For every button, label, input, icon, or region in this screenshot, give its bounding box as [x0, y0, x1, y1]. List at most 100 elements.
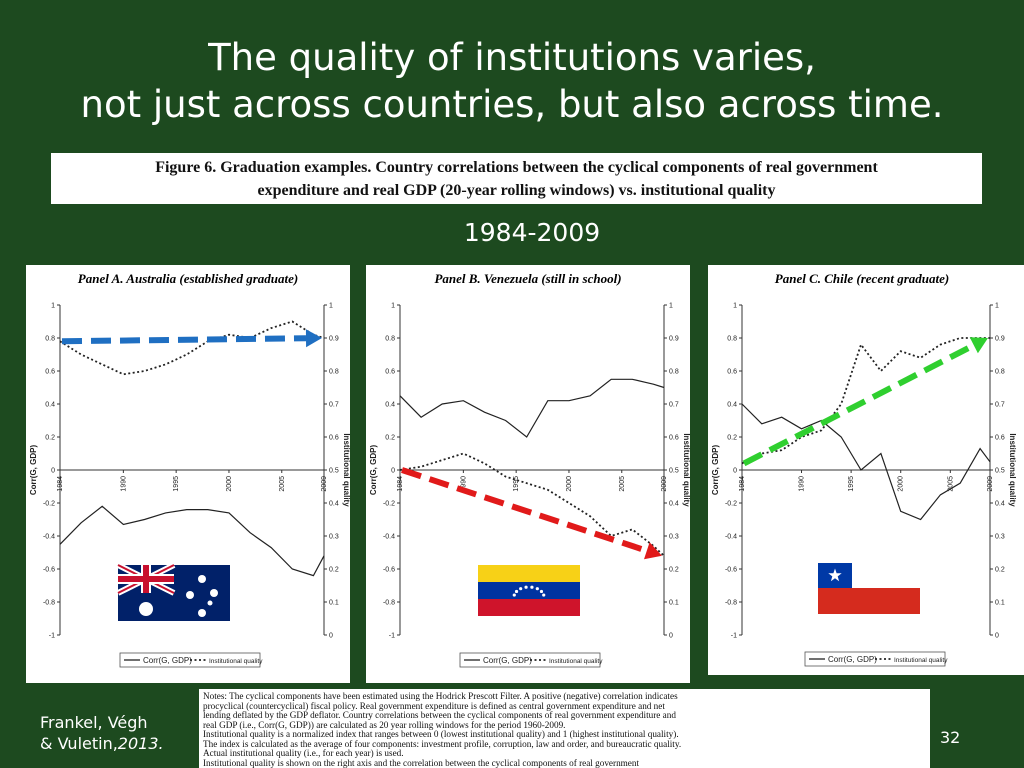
notes-box: Notes: The cyclical components have been… [199, 689, 930, 768]
legend-label-corr: Corr(G, GDP) [483, 656, 532, 665]
flag-star [198, 609, 206, 617]
right-tick-label: 0.5 [329, 468, 339, 475]
note-line: Actual institutional quality (i.e., for … [203, 748, 404, 758]
right-tick-label: 1 [669, 303, 673, 310]
left-tick-label: 0.8 [385, 336, 395, 343]
left-tick-label: 0.4 [385, 402, 395, 409]
x-tick-label: 2000 [566, 476, 573, 492]
x-tick-label: 2000 [898, 476, 905, 492]
x-tick-label: 1984 [57, 476, 64, 492]
left-tick-label: -0.2 [725, 501, 737, 508]
left-tick-label: -0.8 [383, 600, 395, 607]
right-tick-label: 0.7 [995, 402, 1005, 409]
x-tick-label: 2005 [619, 476, 626, 492]
flag-chile-red [818, 588, 920, 614]
left-tick-label: 0.2 [45, 435, 55, 442]
right-tick-label: 0.4 [995, 501, 1005, 508]
right-tick-label: 0.7 [669, 402, 679, 409]
chart-australia: Panel A. Australia (established graduate… [29, 271, 350, 668]
legend-label-institutional: Institutional quality [894, 657, 948, 664]
flag-star [535, 587, 539, 591]
flag-star [828, 568, 842, 582]
title-line-2: not just across countries, but also acro… [80, 83, 944, 126]
note-line: procyclical (countercyclical) fiscal pol… [203, 700, 665, 711]
left-tick-label: 0 [51, 468, 55, 475]
trend-arrow-green [742, 342, 976, 467]
x-tick-label: 2009 [321, 476, 328, 492]
note-line: Institutional quality is shown on the ri… [203, 757, 640, 768]
right-axis-title: Institutional quality [1008, 433, 1016, 507]
right-axis-title: Institutional quality [682, 433, 690, 507]
left-tick-label: -0.8 [725, 600, 737, 607]
left-tick-label: 0.8 [727, 336, 737, 343]
right-axis-title: Institutional quality [342, 433, 350, 507]
flag-cross-red [118, 576, 174, 582]
left-tick-label: 0.2 [727, 435, 737, 442]
figure-caption-line-1: Figure 6. Graduation examples. Country c… [155, 159, 878, 176]
panel-title: Panel B. Venezuela (still in school) [434, 271, 621, 286]
left-tick-label: 0.2 [385, 435, 395, 442]
right-tick-label: 0.8 [669, 369, 679, 376]
left-tick-label: -1 [389, 633, 395, 640]
flag-stripe-blue [478, 582, 580, 599]
x-tick-label: 2005 [279, 476, 286, 492]
left-tick-label: 0 [733, 468, 737, 475]
trend-arrow-head [305, 329, 322, 348]
left-tick-label: -1 [731, 633, 737, 640]
trend-arrow-blue [61, 335, 307, 345]
right-tick-label: 0.3 [329, 534, 339, 541]
right-tick-label: 0.2 [329, 567, 339, 574]
right-tick-label: 0 [669, 633, 673, 640]
left-tick-label: 0.6 [45, 369, 55, 376]
flag-star [512, 593, 516, 597]
flag-star [519, 587, 523, 591]
left-tick-label: -0.6 [725, 567, 737, 574]
note-line: lending deflated by the GDP deflator. Co… [203, 710, 676, 720]
note-line: Institutional quality is a normalized in… [203, 729, 679, 739]
figure-caption-line-2: expenditure and real GDP (20-year rollin… [257, 182, 776, 199]
flag-star [539, 589, 544, 594]
legend-label-corr: Corr(G, GDP) [828, 655, 877, 664]
x-tick-label: 1990 [120, 476, 127, 492]
note-line: The index is calculated as the average o… [203, 738, 682, 749]
flag-star [524, 585, 528, 589]
chart-venezuela: Panel B. Venezuela (still in school) -1 -0… [369, 271, 690, 668]
citation-authors-2: & Vuletin, [40, 734, 118, 753]
trend-arrow-head [969, 337, 988, 354]
left-tick-label: 0.4 [727, 402, 737, 409]
left-tick-label: 0 [391, 468, 395, 475]
left-tick-label: 0.6 [727, 369, 737, 376]
trend-arrow-head [644, 542, 662, 560]
slide-title: The quality of institutions varies, not … [0, 34, 1024, 128]
x-tick-label: 1995 [513, 476, 520, 492]
left-tick-label: -0.6 [43, 567, 55, 574]
note-line: real GDP (i.e., Corr(G, GDP)) are calcul… [203, 719, 566, 730]
flag-star [186, 591, 194, 599]
right-tick-label: 0.7 [329, 402, 339, 409]
left-axis-title: Corr(G, GDP) [369, 445, 378, 496]
series-corr-line [399, 378, 665, 438]
x-tick-label: 1990 [799, 476, 806, 492]
series-corr-line [59, 505, 325, 577]
panel-australia: Panel A. Australia (established graduate… [26, 265, 350, 683]
panel-chile: Panel C. Chile (recent graduate) -1 -0.8 -0… [708, 265, 1024, 675]
right-tick-label: 0.5 [995, 468, 1005, 475]
chart-chile: Panel C. Chile (recent graduate) -1 -0.8 -0… [711, 271, 1016, 667]
x-tick-label: 1995 [173, 476, 180, 492]
right-tick-label: 0.6 [329, 435, 339, 442]
right-tick-label: 0.5 [669, 468, 679, 475]
right-tick-label: 0.3 [669, 534, 679, 541]
title-line-1: The quality of institutions varies, [208, 36, 816, 79]
flag-star [514, 589, 519, 594]
x-tick-label: 1990 [460, 476, 467, 492]
x-tick-label: 2009 [987, 476, 994, 492]
right-tick-label: 0.6 [669, 435, 679, 442]
left-tick-label: -1 [49, 633, 55, 640]
x-tick-label: 2000 [226, 476, 233, 492]
right-tick-label: 0.6 [995, 435, 1005, 442]
flag-stripe-red [478, 599, 580, 616]
right-tick-label: 0 [329, 633, 333, 640]
left-tick-label: 0.8 [45, 336, 55, 343]
period-label: 1984-2009 [463, 218, 601, 247]
citation-authors: Frankel, Végh [40, 713, 148, 732]
